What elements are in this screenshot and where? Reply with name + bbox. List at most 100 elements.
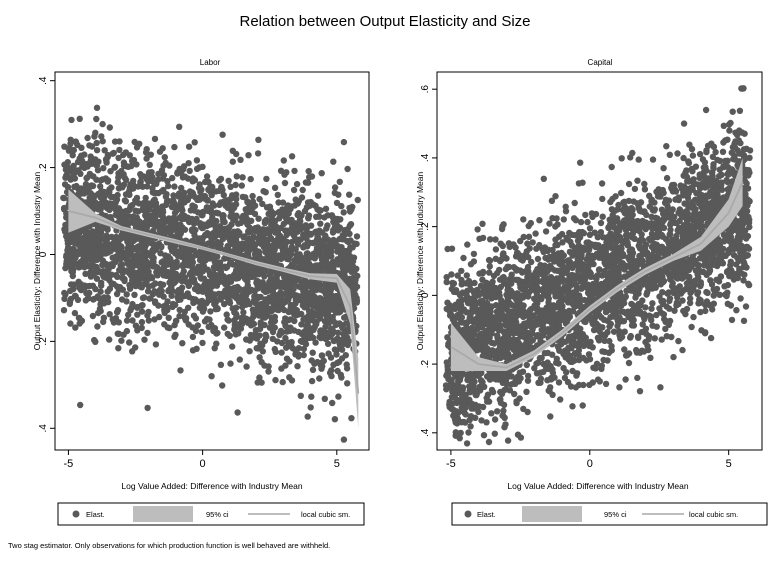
scatter-point bbox=[219, 382, 226, 389]
scatter-point bbox=[110, 193, 118, 201]
scatter-point bbox=[520, 216, 527, 223]
scatter-point bbox=[299, 296, 306, 304]
scatter-point bbox=[145, 171, 153, 178]
y-tick-label: .2 bbox=[38, 163, 49, 172]
scatter-point bbox=[63, 210, 70, 217]
scatter-point bbox=[300, 351, 307, 359]
scatter-point bbox=[66, 300, 74, 308]
scatter-point bbox=[293, 307, 300, 314]
scatter-point bbox=[116, 284, 124, 291]
scatter-point bbox=[75, 248, 83, 255]
scatter-point bbox=[211, 291, 218, 298]
scatter-point bbox=[617, 189, 625, 197]
scatter-point bbox=[243, 336, 250, 343]
scatter-point bbox=[318, 253, 325, 260]
scatter-point bbox=[184, 214, 192, 221]
scatter-point bbox=[160, 162, 167, 169]
scatter-point bbox=[316, 375, 323, 382]
scatter-point bbox=[181, 292, 188, 300]
scatter-point bbox=[106, 311, 113, 318]
scatter-point bbox=[324, 331, 331, 338]
scatter-point bbox=[185, 258, 193, 265]
scatter-point bbox=[285, 296, 292, 303]
scatter-point bbox=[253, 345, 260, 352]
scatter-point bbox=[232, 324, 240, 331]
scatter-point bbox=[105, 265, 112, 273]
scatter-point bbox=[115, 345, 122, 352]
scatter-point bbox=[225, 200, 232, 207]
scatter-point bbox=[197, 274, 204, 281]
scatter-point bbox=[119, 274, 126, 282]
scatter-point bbox=[307, 262, 315, 270]
scatter-point bbox=[119, 182, 127, 189]
scatter-point bbox=[189, 218, 196, 225]
scatter-point bbox=[137, 179, 144, 186]
legend-band-swatch bbox=[133, 506, 193, 522]
scatter-point bbox=[167, 272, 175, 279]
scatter-point bbox=[101, 203, 109, 210]
scatter-point bbox=[305, 311, 313, 319]
scatter-point bbox=[224, 330, 231, 338]
scatter-point bbox=[232, 201, 240, 208]
scatter-point bbox=[229, 305, 236, 312]
scatter-point bbox=[597, 219, 605, 227]
scatter-point bbox=[278, 349, 285, 356]
scatter-point bbox=[554, 221, 561, 228]
scatter-point bbox=[277, 242, 284, 249]
scatter-point bbox=[322, 323, 329, 330]
scatter-point bbox=[114, 273, 121, 280]
scatter-point bbox=[327, 354, 335, 361]
scatter-point bbox=[189, 268, 196, 275]
scatter-point bbox=[151, 241, 158, 248]
scatter-point bbox=[129, 201, 136, 209]
scatter-point bbox=[277, 295, 284, 302]
scatter-point bbox=[307, 222, 315, 229]
scatter-point bbox=[252, 225, 259, 232]
scatter-point bbox=[255, 271, 263, 278]
scatter-point bbox=[82, 270, 89, 278]
scatter-point bbox=[124, 213, 131, 220]
scatter-point bbox=[185, 160, 192, 167]
scatter-point bbox=[274, 306, 281, 313]
scatter-point bbox=[190, 312, 198, 319]
scatter-point bbox=[121, 197, 129, 204]
scatter-point bbox=[279, 199, 287, 206]
scatter-point bbox=[283, 238, 291, 246]
scatter-point bbox=[261, 268, 268, 275]
scatter-point bbox=[702, 329, 709, 336]
scatter-point bbox=[296, 213, 304, 220]
scatter-point bbox=[85, 295, 92, 302]
scatter-point bbox=[81, 229, 89, 236]
scatter-point bbox=[91, 198, 98, 205]
scatter-point bbox=[250, 309, 257, 317]
scatter-point bbox=[170, 192, 177, 199]
scatter-point bbox=[90, 173, 97, 180]
scatter-point bbox=[244, 289, 251, 296]
scatter-point bbox=[745, 281, 753, 289]
scatter-point bbox=[328, 253, 335, 260]
scatter-point bbox=[238, 182, 245, 189]
scatter-point bbox=[214, 239, 222, 246]
scatter-point bbox=[297, 226, 305, 233]
scatter-point bbox=[77, 401, 84, 409]
scatter-point bbox=[132, 207, 139, 214]
scatter-point bbox=[143, 272, 150, 279]
scatter-point bbox=[546, 220, 553, 227]
scatter-point bbox=[284, 227, 291, 234]
scatter-point bbox=[131, 291, 138, 298]
scatter-point bbox=[298, 259, 305, 266]
plot-frame bbox=[436, 71, 763, 451]
scatter-point bbox=[444, 245, 451, 253]
scatter-point bbox=[115, 240, 122, 248]
scatter-point bbox=[340, 209, 347, 216]
scatter-point bbox=[318, 170, 325, 177]
scatter-point bbox=[210, 254, 217, 261]
scatter-point bbox=[217, 243, 224, 251]
panel-capital: Capital -5 0 5 .4.20.2.4.6 Log Value Added… bbox=[415, 58, 768, 526]
scatter-point bbox=[334, 329, 342, 336]
scatter-point bbox=[307, 254, 314, 261]
scatter-point bbox=[115, 174, 122, 181]
scatter-point bbox=[81, 151, 88, 158]
scatter-point bbox=[115, 250, 122, 257]
scatter-point bbox=[340, 138, 348, 146]
